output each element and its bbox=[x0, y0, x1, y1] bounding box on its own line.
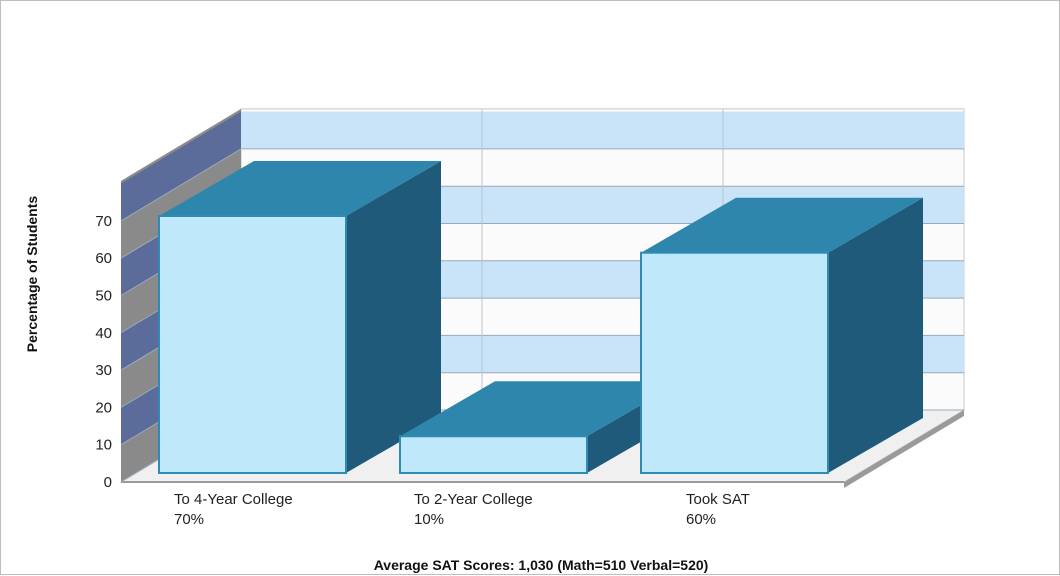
y-tick-label: 40 bbox=[95, 325, 112, 342]
gridline-left bbox=[120, 148, 242, 222]
bar-side bbox=[346, 161, 441, 473]
x-value-label: 60% bbox=[686, 511, 716, 528]
y-tick-label: 10 bbox=[95, 437, 112, 454]
y-axis-title: Percentage of Students bbox=[24, 196, 40, 353]
x-axis-labels: To 4-Year College 70% To 2-Year College 10%… bbox=[174, 491, 750, 528]
bar-top bbox=[159, 161, 441, 216]
chart-footnote: Average SAT Scores: 1,030 (Math=510 Verb… bbox=[374, 557, 709, 573]
y-tick-label: 0 bbox=[104, 474, 112, 491]
y-tick-label: 50 bbox=[95, 288, 112, 305]
left-wall-band bbox=[121, 111, 241, 221]
y-tick-label: 30 bbox=[95, 362, 112, 379]
x-category-label: Took SAT bbox=[686, 491, 750, 508]
x-value-label: 10% bbox=[414, 511, 444, 528]
y-tick-label: 20 bbox=[95, 399, 112, 416]
x-value-label: 70% bbox=[174, 511, 204, 528]
bar-side bbox=[828, 197, 923, 473]
bar-1 bbox=[158, 215, 347, 474]
x-category-label: To 2-Year College bbox=[414, 491, 533, 508]
y-tick-label: 60 bbox=[95, 250, 112, 267]
x-category-label: To 4-Year College bbox=[174, 491, 293, 508]
bars bbox=[158, 161, 923, 474]
bar-2 bbox=[399, 435, 588, 474]
y-tick-label: 70 bbox=[95, 213, 112, 230]
bar-3 bbox=[640, 251, 829, 474]
y-axis-ticks: 0 10 20 30 40 50 60 70 bbox=[95, 213, 112, 491]
back-wall-band bbox=[241, 111, 964, 149]
bar-top bbox=[400, 381, 682, 437]
bar-top bbox=[641, 197, 923, 253]
floor-edge bbox=[844, 410, 964, 488]
